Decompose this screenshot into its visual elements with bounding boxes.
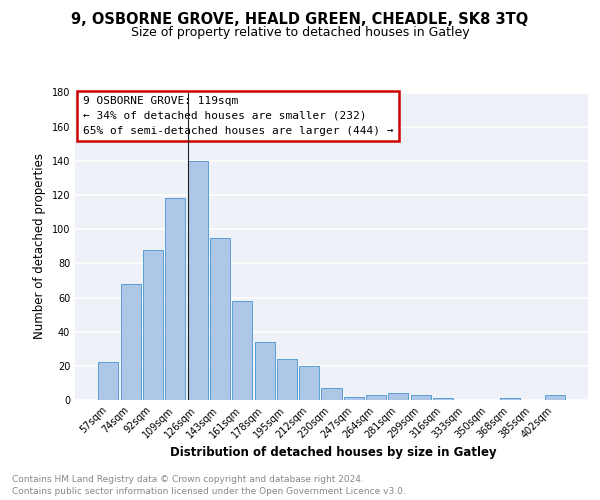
Bar — [433, 398, 453, 400]
Bar — [143, 250, 163, 400]
Bar — [545, 395, 565, 400]
Bar — [299, 366, 319, 400]
Text: Contains public sector information licensed under the Open Government Licence v3: Contains public sector information licen… — [12, 486, 406, 496]
Bar — [366, 395, 386, 400]
Y-axis label: Number of detached properties: Number of detached properties — [33, 153, 46, 339]
Bar — [188, 161, 208, 400]
Bar — [322, 388, 341, 400]
Bar — [98, 362, 118, 400]
Text: Size of property relative to detached houses in Gatley: Size of property relative to detached ho… — [131, 26, 469, 39]
Bar — [210, 238, 230, 400]
Bar — [388, 393, 409, 400]
Bar — [165, 198, 185, 400]
Bar — [277, 359, 297, 400]
Bar — [121, 284, 141, 400]
Bar — [500, 398, 520, 400]
Text: Contains HM Land Registry data © Crown copyright and database right 2024.: Contains HM Land Registry data © Crown c… — [12, 474, 364, 484]
Bar — [232, 301, 252, 400]
Text: 9, OSBORNE GROVE, HEALD GREEN, CHEADLE, SK8 3TQ: 9, OSBORNE GROVE, HEALD GREEN, CHEADLE, … — [71, 12, 529, 28]
Bar — [344, 396, 364, 400]
Text: 9 OSBORNE GROVE: 119sqm
← 34% of detached houses are smaller (232)
65% of semi-d: 9 OSBORNE GROVE: 119sqm ← 34% of detache… — [83, 96, 393, 136]
Bar — [254, 342, 275, 400]
Text: Distribution of detached houses by size in Gatley: Distribution of detached houses by size … — [170, 446, 496, 459]
Bar — [411, 395, 431, 400]
